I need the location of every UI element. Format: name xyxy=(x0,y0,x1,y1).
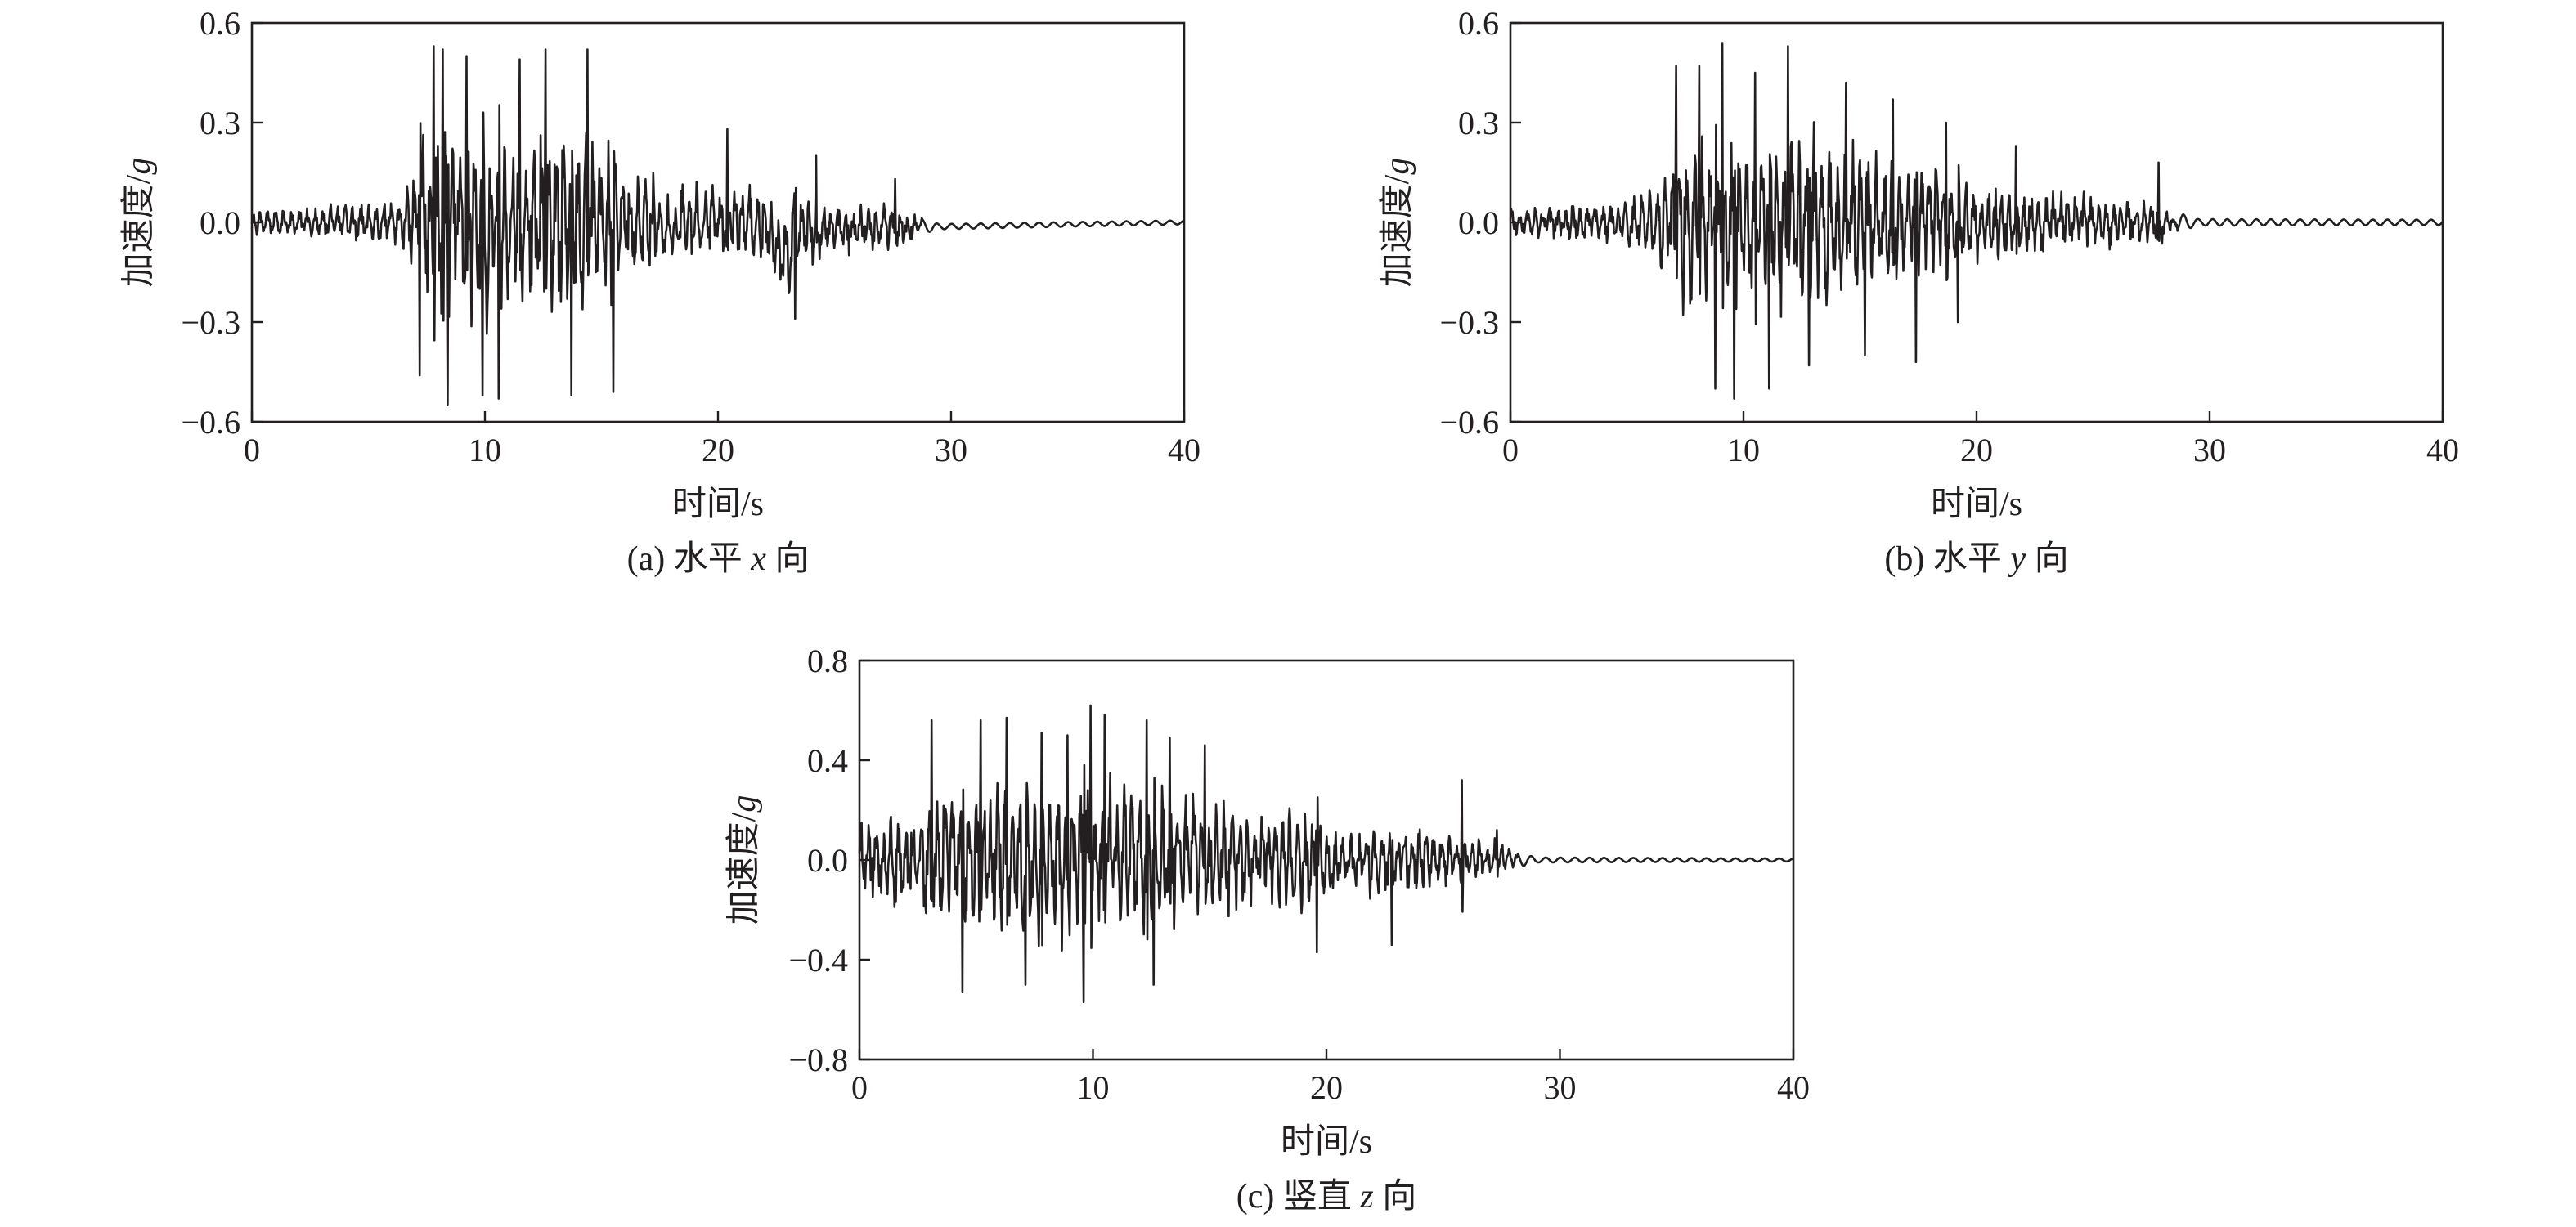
chart-b-y-tick-label: 0.6 xyxy=(1458,5,1499,42)
chart-a-y-tick-label: 0.3 xyxy=(200,105,240,141)
chart-a-x-axis-label: 时间/s xyxy=(672,486,764,523)
chart-c-ticks: 0 10 20 30 40 −0.8 −0.4 0.0 0.4 0.8 xyxy=(788,643,1810,1106)
chart-b-ticks: 0 10 20 30 40 −0.6 −0.3 0.0 0.3 0.6 xyxy=(1439,5,2459,468)
chart-c-caption: (c) 竖直 z 向 xyxy=(1236,1178,1417,1216)
chart-c-y-tick-label: 0.4 xyxy=(807,742,848,779)
chart-c-y-tick-label: 0.8 xyxy=(807,643,848,679)
chart-b-x-tick-label: 20 xyxy=(1960,432,1993,468)
chart-a-x-tick-label: 30 xyxy=(935,432,967,468)
chart-a-y-tick-label: −0.6 xyxy=(181,404,240,441)
chart-c-x-tick-label: 30 xyxy=(1544,1069,1577,1106)
chart-a-x-tick-label: 0 xyxy=(244,432,260,468)
chart-b-caption: (b) 水平 y 向 xyxy=(1884,540,2068,578)
chart-c-y-tick-label: −0.8 xyxy=(788,1041,848,1078)
chart-a-marks xyxy=(250,45,1185,406)
chart-c-x-tick-label: 20 xyxy=(1310,1069,1343,1106)
chart-c-y-axis-label: 加速度/g xyxy=(725,795,763,925)
chart-c-y-tick-label: −0.4 xyxy=(788,942,848,978)
chart-b-y-tick-label: 0.3 xyxy=(1458,105,1499,141)
chart-c-x-tick-label: 10 xyxy=(1077,1069,1110,1106)
chart-c-x-tick-label: 40 xyxy=(1777,1069,1810,1106)
chart-a-y-axis-label: 加速度/g xyxy=(120,158,158,288)
chart-a-y-tick-label: 0.6 xyxy=(200,5,240,42)
chart-b-y-tick-label: −0.6 xyxy=(1439,404,1499,441)
chart-c-marks xyxy=(858,704,1794,1004)
chart-a-y-tick-label: −0.3 xyxy=(181,304,240,341)
chart-b-x-axis-label: 时间/s xyxy=(1931,486,2022,523)
chart-a-x-tick-label: 40 xyxy=(1168,432,1200,468)
chart-b-x-tick-label: 40 xyxy=(2426,432,2459,468)
chart-b-series-line xyxy=(1509,42,2444,400)
chart-b-y-axis-label: 加速度/g xyxy=(1379,158,1416,288)
chart-a-x-tick-label: 10 xyxy=(469,432,501,468)
chart-a-y-tick-label: 0.0 xyxy=(200,204,240,241)
chart-c-x-tick-label: 0 xyxy=(851,1069,868,1106)
chart-c-y-tick-label: 0.0 xyxy=(807,842,848,879)
chart-b-x-tick-label: 10 xyxy=(1727,432,1760,468)
chart-b-y-tick-label: 0.0 xyxy=(1458,204,1499,241)
chart-c-x-axis-label: 时间/s xyxy=(1281,1123,1372,1161)
chart-c-series-line xyxy=(858,704,1794,1004)
chart-c: 0 10 20 30 40 −0.8 −0.4 0.0 0.4 0.8 加速度/g 时间/s (c… xyxy=(725,643,1810,1216)
chart-a: 0 10 20 30 40 −0.6 −0.3 0.0 0.3 0.6 加速度/g 时间/s (a… xyxy=(120,5,1200,578)
chart-b-y-tick-label: −0.3 xyxy=(1439,304,1499,341)
chart-b-x-tick-label: 0 xyxy=(1502,432,1519,468)
chart-a-x-tick-label: 20 xyxy=(702,432,734,468)
chart-a-ticks: 0 10 20 30 40 −0.6 −0.3 0.0 0.3 0.6 xyxy=(181,5,1200,468)
chart-b-marks xyxy=(1509,42,2444,400)
chart-b: 0 10 20 30 40 −0.6 −0.3 0.0 0.3 0.6 加速度/g 时间/s (b… xyxy=(1379,5,2459,578)
chart-b-x-tick-label: 30 xyxy=(2193,432,2226,468)
chart-a-caption: (a) 水平 x 向 xyxy=(627,540,810,578)
chart-a-series-line xyxy=(250,45,1185,406)
